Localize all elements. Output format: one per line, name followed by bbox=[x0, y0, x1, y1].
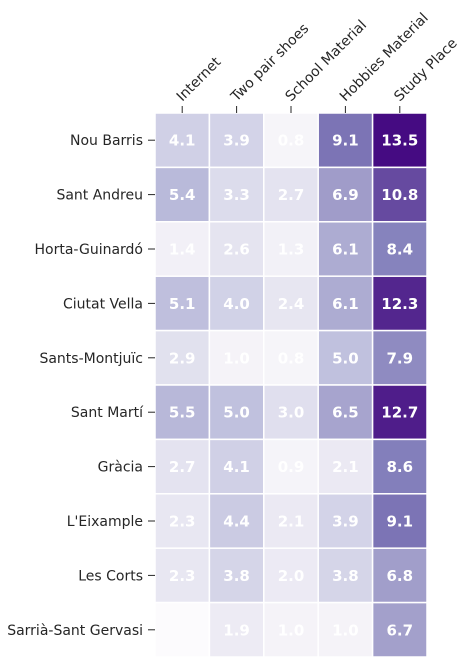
cell-value-label: 0.9 bbox=[278, 458, 305, 476]
cell-value-label: 4.0 bbox=[223, 295, 250, 313]
y-tick-label: L'Eixample bbox=[67, 514, 143, 530]
cell-value-label: 2.0 bbox=[278, 567, 305, 585]
cell-value-label: 6.8 bbox=[387, 567, 414, 585]
cell-value-label: 13.5 bbox=[381, 132, 418, 150]
cell-value-label: 1.0 bbox=[223, 349, 250, 367]
cell-value-label: 2.3 bbox=[169, 513, 196, 531]
heatmap-cell bbox=[263, 329, 319, 386]
cell-value-label: 10.8 bbox=[381, 186, 418, 204]
heatmap-cell bbox=[154, 438, 211, 495]
heatmap-cell bbox=[154, 601, 211, 658]
cell-value-label: 4.1 bbox=[169, 132, 196, 150]
cell-value-label: 0.8 bbox=[278, 132, 305, 150]
cell-value-label: 2.7 bbox=[169, 458, 196, 476]
y-tick-label: Sant Martí bbox=[71, 405, 144, 421]
heatmap-cell bbox=[154, 493, 211, 549]
cell-value-label: 5.4 bbox=[169, 186, 196, 204]
cell-value-label: 8.6 bbox=[387, 458, 414, 476]
heatmap-cells: 4.1 3.9 0.8 9.1 13.5 5.4 3.3 2.7 6.9 10.8 1.4 2.6 1.… bbox=[154, 112, 428, 658]
cell-value-label: 2.1 bbox=[278, 513, 305, 531]
cell-value-label: 3.9 bbox=[332, 513, 359, 531]
heatmap-cell bbox=[208, 329, 265, 386]
y-axis: Nou Barris Sant Andreu Horta-Guinardó Ciuta… bbox=[7, 133, 155, 639]
y-tick-label: Ciutat Vella bbox=[63, 296, 143, 312]
cell-value-label: 5.1 bbox=[169, 295, 196, 313]
y-tick-label: Sant Andreu bbox=[56, 188, 143, 204]
cell-value-label: 2.7 bbox=[278, 186, 305, 204]
cell-value-label: 9.1 bbox=[387, 513, 414, 531]
heatmap-cell bbox=[371, 601, 428, 658]
heatmap-cell bbox=[371, 166, 428, 223]
cell-value-label: 6.5 bbox=[332, 404, 359, 422]
heatmap-cell bbox=[317, 601, 374, 658]
heatmap-cell bbox=[208, 384, 265, 441]
cell-value-label: 7.9 bbox=[387, 349, 414, 367]
cell-value-label: 1.0 bbox=[278, 621, 305, 639]
heatmap-cell bbox=[208, 221, 265, 277]
cell-value-label: 6.7 bbox=[387, 621, 414, 639]
y-tick-label: Horta-Guinardó bbox=[34, 242, 143, 258]
heatmap-cell bbox=[263, 275, 319, 332]
cell-value-label: 1.9 bbox=[223, 621, 250, 639]
cell-value-label: 8.4 bbox=[387, 241, 414, 259]
cell-value-label: 12.7 bbox=[381, 404, 418, 422]
heatmap-cell bbox=[208, 601, 265, 658]
cell-value-label: 2.3 bbox=[169, 567, 196, 585]
cell-value-label: 6.1 bbox=[332, 295, 359, 313]
cell-value-label: 1.3 bbox=[278, 241, 305, 259]
cell-value-label: 2.9 bbox=[169, 349, 196, 367]
y-tick-label: Sarrià-Sant Gervasi bbox=[7, 623, 143, 639]
cell-value-label: 3.8 bbox=[223, 567, 250, 585]
y-tick-label: Gràcia bbox=[98, 460, 143, 476]
heatmap-cell bbox=[317, 384, 374, 441]
cell-value-label: 2.1 bbox=[332, 458, 359, 476]
heatmap-cell bbox=[371, 547, 428, 604]
cell-value-label: 9.1 bbox=[332, 132, 359, 150]
heatmap-cell bbox=[263, 384, 319, 441]
heatmap-cell bbox=[317, 275, 374, 332]
y-tick-label: Nou Barris bbox=[70, 133, 143, 149]
cell-value-label: 4.4 bbox=[223, 513, 250, 531]
cell-value-label: 5.0 bbox=[223, 404, 250, 422]
heatmap-cell bbox=[208, 275, 265, 332]
y-tick-label: Les Corts bbox=[78, 568, 143, 584]
cell-value-label: 5.5 bbox=[169, 404, 196, 422]
cell-value-label: 3.0 bbox=[278, 404, 305, 422]
cell-value-label: 5.0 bbox=[332, 349, 359, 367]
cell-value-label: 4.1 bbox=[223, 458, 250, 476]
cell-value-label: 0.8 bbox=[278, 349, 305, 367]
heatmap-cell bbox=[208, 493, 265, 549]
cell-value-label: 2.4 bbox=[278, 295, 305, 313]
y-tick-label: Sants-Montjuïc bbox=[39, 351, 143, 367]
cell-value-label: 6.1 bbox=[332, 241, 359, 259]
cell-value-label: 1.4 bbox=[169, 241, 196, 259]
heatmap-cell bbox=[371, 275, 428, 332]
cell-value-label: 1.0 bbox=[332, 621, 359, 639]
heatmap-cell bbox=[317, 221, 374, 277]
cell-value-label: 3.3 bbox=[223, 186, 250, 204]
cell-value-label: 3.8 bbox=[332, 567, 359, 585]
heatmap-cell bbox=[208, 547, 265, 604]
cell-value-label: 2.6 bbox=[223, 241, 250, 259]
heatmap-cell bbox=[263, 601, 319, 658]
heatmap-cell bbox=[154, 329, 211, 386]
cell-value-label: 12.3 bbox=[381, 295, 418, 313]
cell-value-label: 6.9 bbox=[332, 186, 359, 204]
heatmap-cell bbox=[208, 112, 265, 169]
heatmap-cell bbox=[371, 384, 428, 441]
x-tick-label: Internet bbox=[174, 54, 225, 105]
cell-value-label: 3.9 bbox=[223, 132, 250, 150]
heatmap-cell bbox=[263, 166, 319, 223]
